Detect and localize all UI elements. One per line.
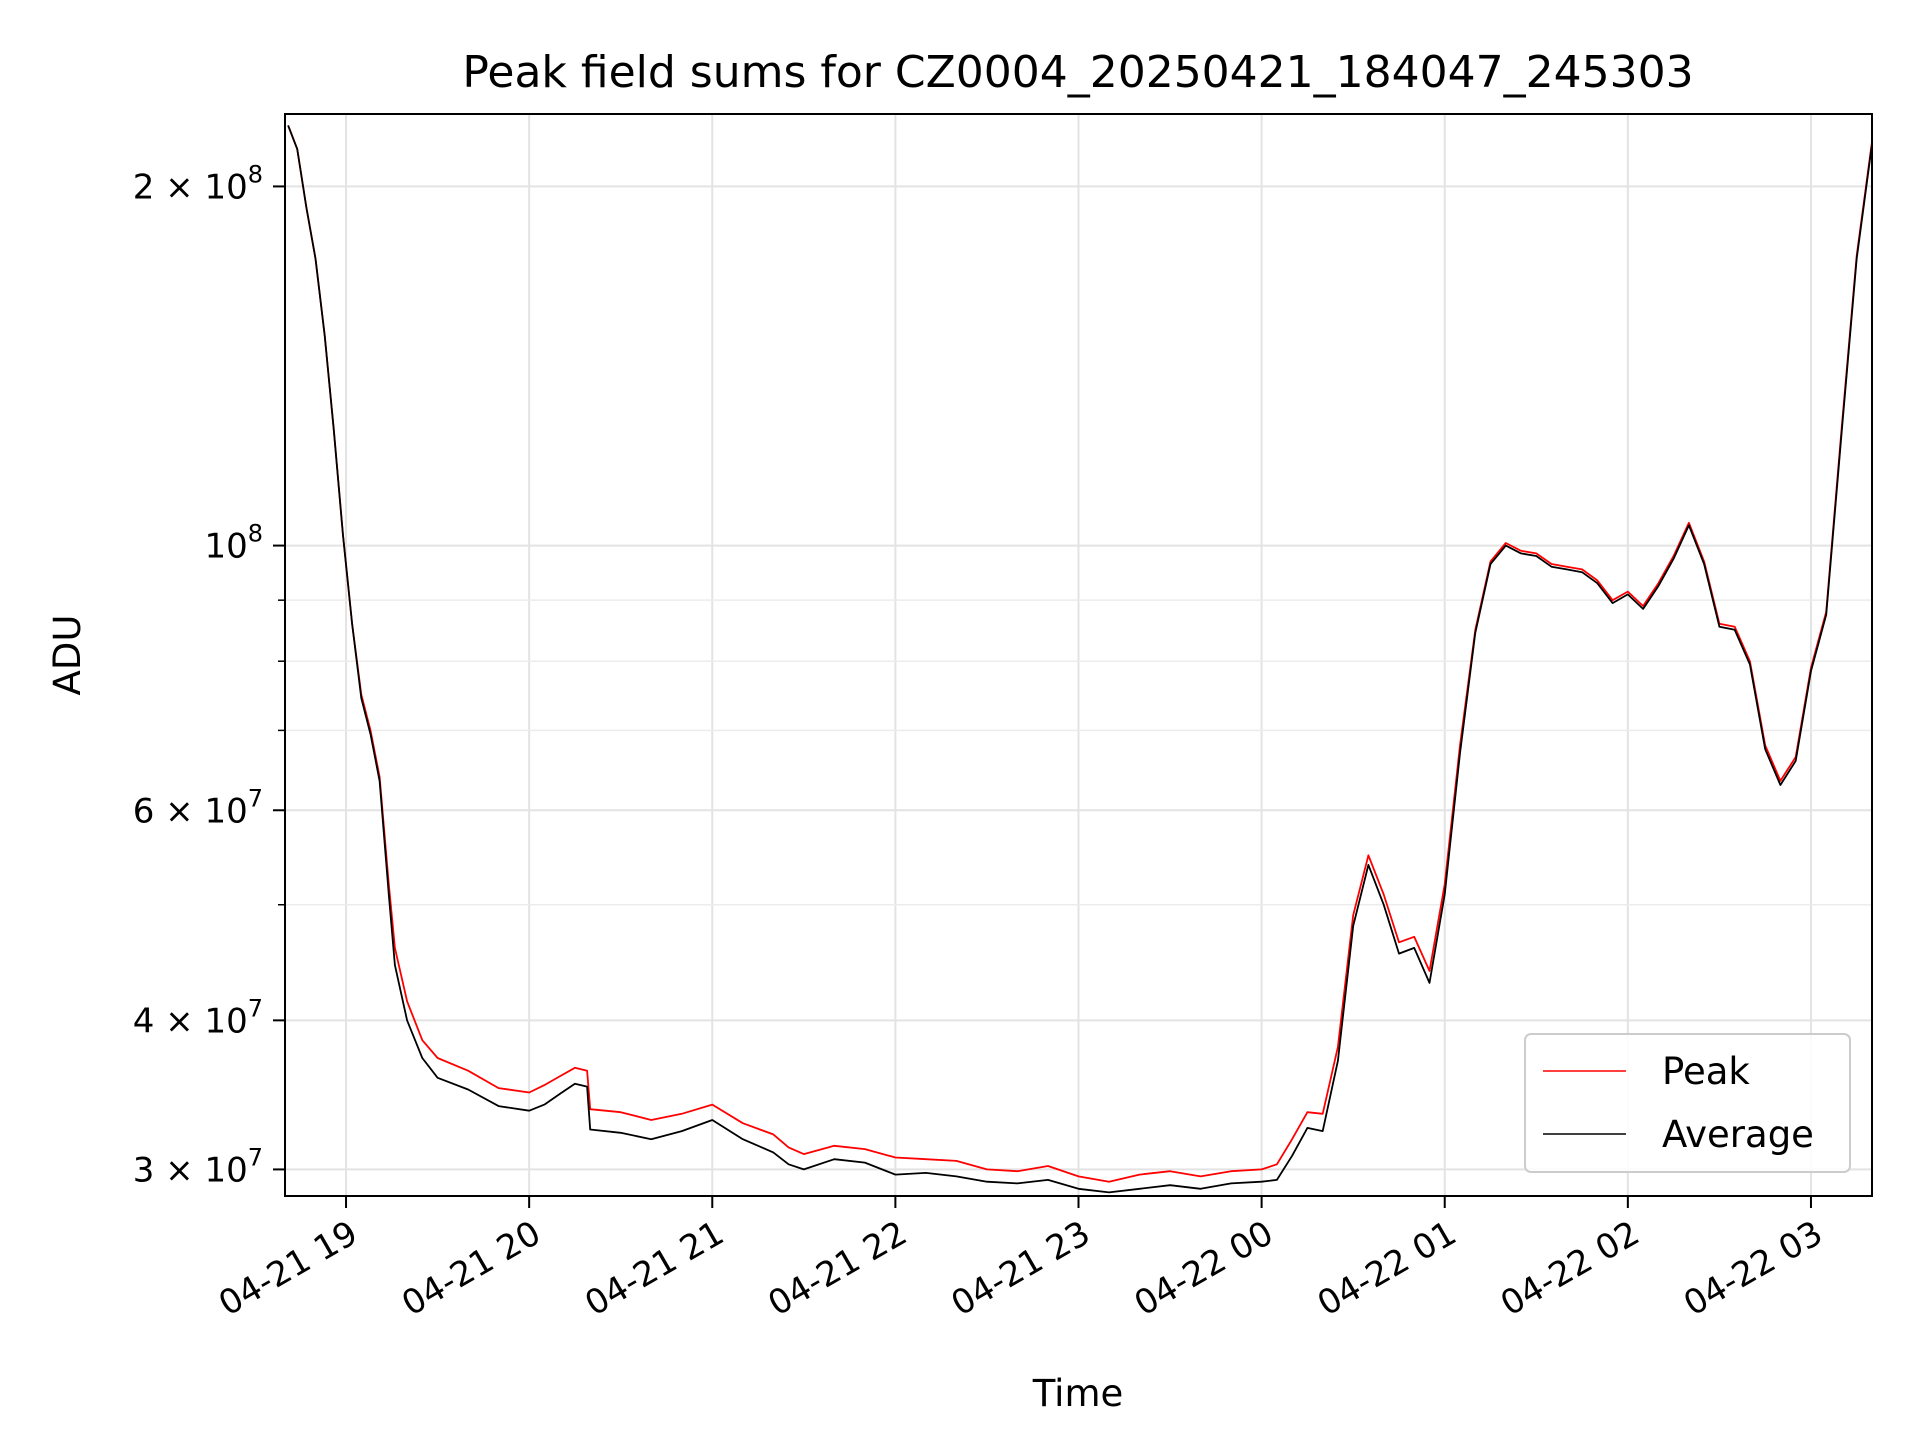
legend-label-peak: Peak: [1662, 1050, 1750, 1093]
series-line-peak: [287, 125, 1873, 1183]
chart-title: Peak field sums for CZ0004_20250421_1840…: [462, 47, 1693, 98]
y-tick-label: 4 × 107: [133, 994, 263, 1041]
legend-label-average: Average: [1662, 1113, 1814, 1156]
x-axis-label: Time: [1032, 1372, 1124, 1415]
y-tick-label: 2 × 108: [133, 160, 263, 207]
series-line-average: [287, 125, 1873, 1194]
y-tick-label: 3 × 107: [133, 1143, 263, 1190]
y-tick-label: 6 × 107: [133, 784, 263, 831]
legend: Peak Average: [1524, 1033, 1851, 1173]
y-axis-label: ADU: [46, 615, 89, 696]
legend-box: [1524, 1033, 1851, 1173]
series-layer: [287, 125, 1873, 1194]
